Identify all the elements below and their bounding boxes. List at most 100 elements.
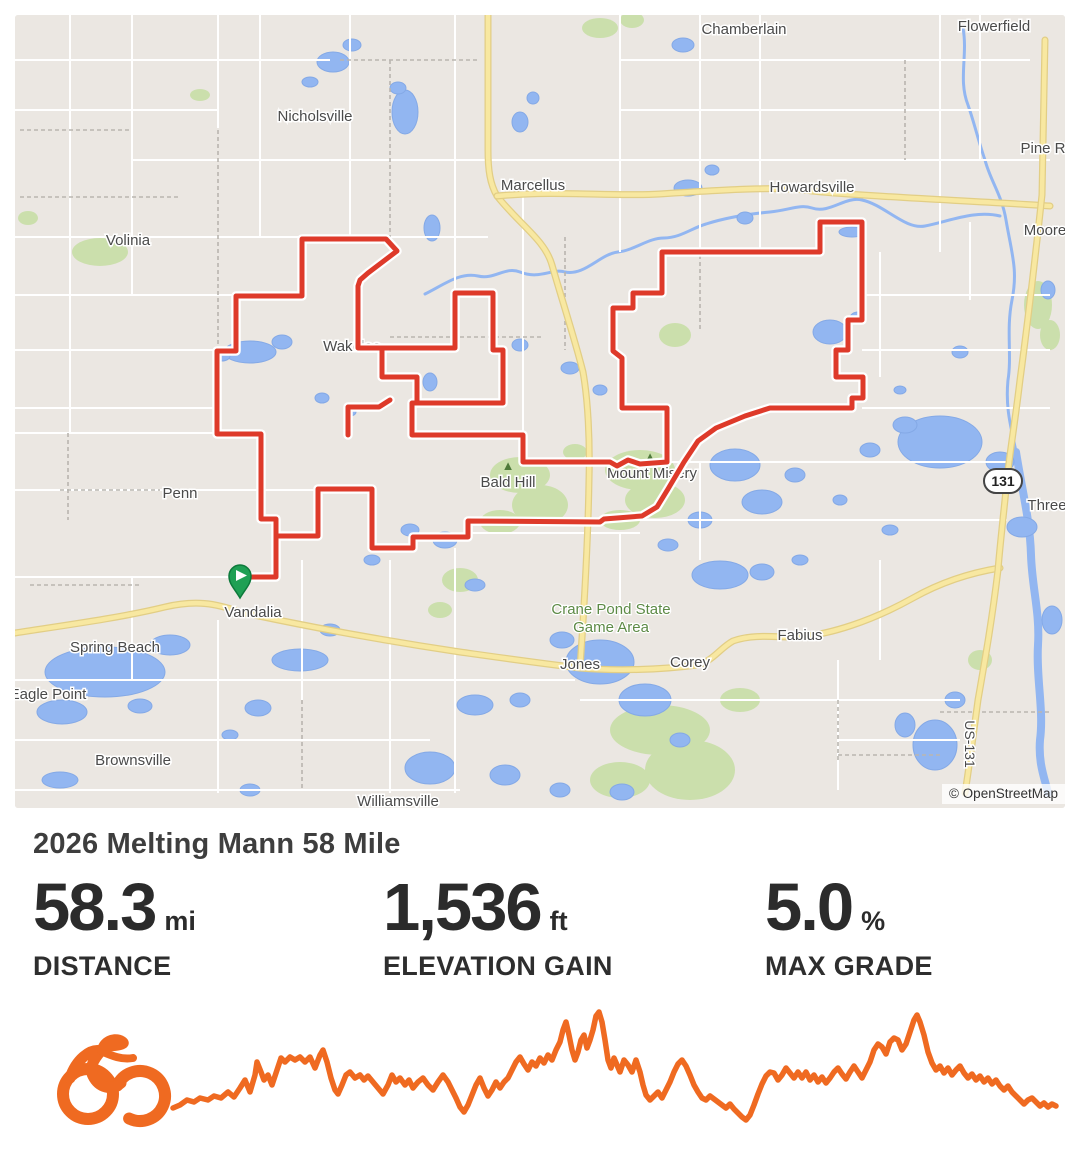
lake <box>657 538 679 552</box>
lake <box>1041 605 1063 635</box>
map-label: Jones <box>560 656 600 673</box>
route-map[interactable]: ▲ ▲ Chamberlain Flowerfield Nicholsville Marc… <box>15 15 1065 808</box>
lake <box>736 211 754 225</box>
lake <box>812 319 848 345</box>
forest-area <box>72 238 128 266</box>
lake <box>912 719 958 771</box>
elevation-unit: ft <box>549 906 568 936</box>
lake <box>44 646 166 698</box>
lake <box>271 334 293 350</box>
map-label: Williamsville <box>357 793 439 808</box>
logo-rider-head <box>98 1034 129 1052</box>
map-label: Eagle Point <box>15 686 87 703</box>
map-label: Vandalia <box>224 604 282 621</box>
map-label: Corey <box>670 654 711 671</box>
lake <box>511 111 529 133</box>
distance-unit: mi <box>164 906 196 936</box>
cyclist-logo <box>57 1034 171 1128</box>
distance-caption: DISTANCE <box>33 951 172 981</box>
elevation-strip <box>0 1000 1080 1144</box>
map-label: Spring Beach <box>70 639 160 656</box>
play-icon <box>236 570 247 581</box>
lake <box>832 494 848 506</box>
river <box>961 26 1018 454</box>
lake <box>456 694 494 716</box>
lake <box>951 345 969 359</box>
lake <box>271 648 329 672</box>
stat-max-grade: 5.0 % MAX GRADE <box>765 874 933 982</box>
lake <box>549 782 571 798</box>
map-label: Volinia <box>106 232 151 249</box>
map-label: Fabius <box>777 627 822 644</box>
map-label: Penn <box>162 485 197 502</box>
river <box>423 197 1002 296</box>
highway <box>494 186 1053 209</box>
lake <box>592 384 608 396</box>
forest-area <box>645 740 735 800</box>
map-label: Flowerfield <box>958 18 1031 35</box>
map-label: Brownsville <box>95 752 171 769</box>
lake <box>691 560 749 590</box>
peak-icon: ▲ <box>502 458 515 473</box>
lake <box>127 698 153 714</box>
logo-rider-body <box>64 1045 127 1093</box>
highway-shield <box>983 468 1023 494</box>
lake <box>489 764 521 786</box>
highway <box>15 565 1003 672</box>
lake <box>749 563 775 581</box>
lake <box>404 751 456 785</box>
lake <box>391 89 419 135</box>
max-grade-caption: MAX GRADE <box>765 951 933 981</box>
map-canvas[interactable]: ▲▲Chamberlain FlowerfieldNicholsvilleMarc… <box>15 15 1065 808</box>
river <box>1012 448 1052 797</box>
lake <box>609 783 635 801</box>
lake <box>704 164 720 176</box>
lake <box>423 214 441 242</box>
map-label: Marcellus <box>501 177 565 194</box>
stats-row: 58.3 mi DISTANCE 1,536 ft ELEVATION GAIN… <box>33 874 1053 984</box>
stat-distance: 58.3 mi DISTANCE <box>33 874 196 982</box>
lake <box>342 38 362 52</box>
lake <box>511 338 529 352</box>
elevation-profile-line <box>170 1009 1059 1123</box>
lake <box>389 81 407 95</box>
lake <box>892 416 918 434</box>
logo-rider-arm <box>97 1047 137 1063</box>
lake <box>509 692 531 708</box>
forest-area <box>190 89 210 101</box>
lake <box>526 91 540 105</box>
route-title: 2026 Melting Mann 58 Mile <box>33 828 401 860</box>
protected-area-label: Crane Pond State <box>551 601 670 618</box>
highway-shield-number: 131 <box>991 473 1015 489</box>
forest-area <box>1040 320 1060 350</box>
forest-area <box>428 602 452 618</box>
elevation-value: 1,536 <box>383 870 543 945</box>
forest-area <box>659 323 691 347</box>
map-label: Pine R <box>1020 140 1065 157</box>
lake <box>784 467 806 483</box>
forest-area <box>582 18 618 38</box>
lake <box>549 631 575 649</box>
lake <box>41 771 79 789</box>
lake <box>363 554 381 566</box>
map-label: Three <box>1027 497 1065 514</box>
distance-value: 58.3 <box>33 870 157 945</box>
lake <box>464 578 486 592</box>
map-attribution[interactable]: © OpenStreetMap <box>941 784 1065 804</box>
route-line <box>379 345 420 406</box>
lake <box>560 361 580 375</box>
lake <box>894 712 916 738</box>
lake <box>301 76 319 88</box>
protected-area-label: Game Area <box>573 619 650 636</box>
route-line <box>214 219 866 584</box>
lake <box>669 732 691 748</box>
lake <box>36 699 88 725</box>
lake <box>671 37 695 53</box>
map-label: Chamberlain <box>701 21 786 38</box>
lake <box>422 372 438 392</box>
route-summary: 2026 Melting Mann 58 Mile 58.3 mi DISTAN… <box>33 828 1053 981</box>
forest-area <box>563 444 587 460</box>
stat-elevation-gain: 1,536 ft ELEVATION GAIN <box>383 874 613 982</box>
lake <box>149 634 191 656</box>
lake <box>859 442 881 458</box>
